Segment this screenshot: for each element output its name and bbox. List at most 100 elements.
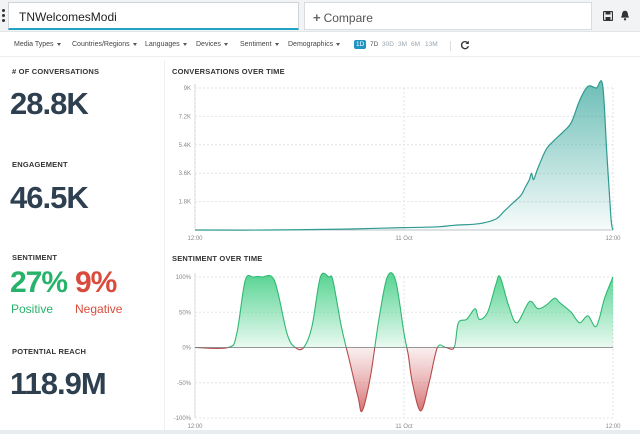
data-point [571, 312, 572, 313]
save-icon[interactable] [603, 11, 613, 21]
engagement-label: ENGAGEMENT [12, 160, 68, 169]
more-menu-icon[interactable] [2, 9, 6, 23]
data-point [537, 308, 538, 309]
notification-bell-icon[interactable] [620, 10, 630, 21]
data-point [554, 139, 555, 140]
data-point [546, 305, 547, 306]
filter-countries-regions[interactable]: Countries/Regions [72, 41, 137, 48]
range-30d[interactable]: 30D [382, 41, 394, 48]
data-point [328, 276, 329, 277]
data-point [571, 122, 572, 123]
filter-media-types[interactable]: Media Types [14, 41, 61, 48]
data-point [228, 347, 229, 348]
data-point [261, 276, 262, 277]
data-point [454, 225, 455, 226]
data-point [428, 382, 429, 383]
data-point [525, 187, 526, 188]
y-tick-label: 3.6K [179, 171, 191, 177]
filter-demographics[interactable]: Demographics [288, 41, 341, 48]
data-point [587, 86, 588, 87]
x-tick-label: 11 Oct [395, 236, 413, 242]
data-point [612, 229, 613, 230]
search-input[interactable]: TNWelcomesModi [8, 2, 299, 30]
y-tick-label: 100% [176, 275, 192, 281]
x-tick-label: 11 Oct [395, 424, 413, 430]
data-point [612, 276, 613, 277]
data-point [194, 229, 195, 230]
data-point [529, 301, 530, 302]
conversations-area [195, 80, 613, 231]
positive-area [195, 272, 613, 348]
data-point [311, 326, 312, 327]
x-tick-label: 12:00 [187, 424, 203, 430]
range-6m[interactable]: 6M [411, 41, 421, 48]
data-point [320, 276, 321, 277]
caret-down-icon [223, 42, 228, 46]
data-point [454, 347, 455, 348]
sentiment-label: SENTIMENT [12, 253, 58, 262]
plus-icon: + [313, 10, 321, 25]
x-tick-label: 12:00 [605, 236, 621, 242]
data-point [345, 228, 346, 229]
data-point [341, 326, 342, 327]
data-point [403, 227, 404, 228]
filter-label: Languages [145, 41, 180, 48]
data-point [587, 315, 588, 316]
data-point [458, 322, 459, 323]
conversations-line [194, 80, 614, 231]
data-point [274, 280, 275, 281]
data-point [558, 301, 559, 302]
data-point [253, 276, 254, 277]
conversations-chart-svg: 1.8K 3.6K 5.4K 7.2K 9K 12:00 11 Oct 12:00 [179, 80, 621, 242]
data-point [604, 298, 605, 299]
data-point [596, 326, 597, 327]
negative-percent: 9% [75, 266, 117, 299]
data-point [531, 173, 532, 174]
data-point [403, 333, 404, 334]
filter-sentiment[interactable]: Sentiment [240, 41, 279, 48]
negative-label: Negative [75, 302, 123, 316]
data-point [516, 322, 517, 323]
y-tick-label: 0% [182, 346, 191, 352]
data-point [512, 203, 513, 204]
data-point [408, 354, 409, 355]
data-point [362, 410, 363, 411]
compare-input[interactable]: + Compare [304, 2, 592, 30]
caret-down-icon [274, 42, 279, 46]
range-7d[interactable]: 7D [370, 41, 379, 48]
data-point [546, 149, 547, 150]
data-point [437, 347, 438, 348]
data-point [602, 84, 603, 85]
data-point [529, 179, 530, 180]
y-tick-label: 9K [184, 86, 191, 92]
data-point [520, 195, 521, 196]
x-tick-label: 12:00 [605, 424, 621, 430]
range-3m[interactable]: 3M [398, 41, 408, 48]
data-point [562, 305, 563, 306]
data-point [495, 218, 496, 219]
filter-devices[interactable]: Devices [196, 41, 228, 48]
data-point [236, 333, 237, 334]
reach-label: POTENTIAL REACH [12, 347, 87, 356]
data-point [606, 151, 607, 152]
range-1d[interactable]: 1D [354, 40, 367, 49]
positive-percent: 27% [10, 266, 68, 299]
filter-label: Countries/Regions [72, 41, 130, 48]
range-13m[interactable]: 13M [425, 41, 438, 48]
refresh-icon[interactable] [460, 40, 470, 50]
filter-languages[interactable]: Languages [145, 41, 187, 48]
data-point [286, 333, 287, 334]
filter-label: Sentiment [240, 41, 272, 48]
y-tick-label: 50% [179, 310, 192, 316]
data-point [474, 308, 475, 309]
data-point [579, 322, 580, 323]
data-point [395, 280, 396, 281]
column-divider [164, 60, 165, 430]
data-point [487, 312, 488, 313]
y-tick-label: 1.8K [179, 200, 191, 206]
caret-down-icon [336, 42, 341, 46]
data-point [349, 361, 350, 362]
data-point [378, 319, 379, 320]
filter-label: Demographics [288, 41, 334, 48]
sentiment-chart-title: SENTIMENT OVER TIME [172, 254, 263, 263]
